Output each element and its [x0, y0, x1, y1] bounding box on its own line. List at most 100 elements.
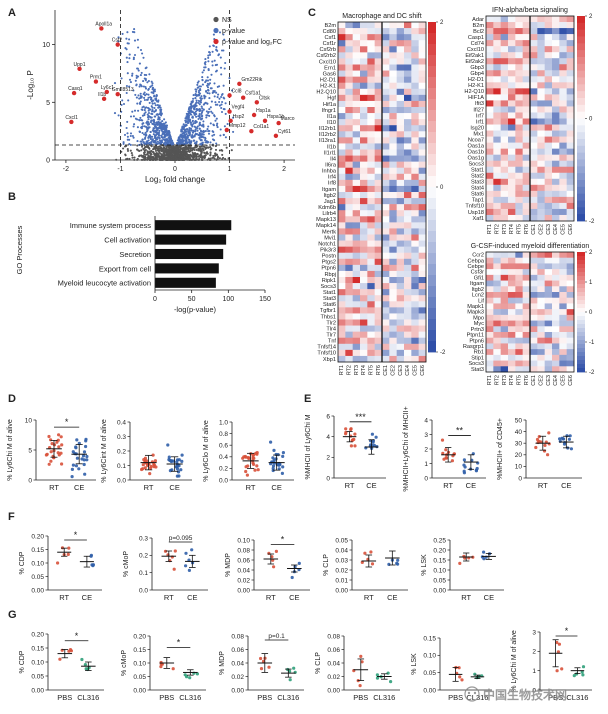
heatmap-cell [411, 235, 419, 241]
group-label: CE [74, 483, 84, 492]
volcano-point [144, 137, 146, 139]
heatmap-cell [501, 28, 509, 34]
heatmap-cell [567, 112, 575, 118]
volcano-point [215, 92, 217, 94]
heatmap-cell [389, 192, 397, 198]
heatmap-cell [397, 228, 405, 234]
volcano-point [203, 108, 205, 110]
volcano-point [216, 123, 218, 125]
volcano-point [133, 28, 135, 30]
heatmap-cell [419, 210, 427, 216]
volcano-point [145, 132, 147, 134]
volcano-point [220, 96, 222, 98]
gene-label: Cst2 [112, 38, 123, 44]
volcano-point [160, 109, 162, 111]
heatmap-cell [486, 321, 494, 327]
volcano-point [160, 140, 162, 142]
heatmap-cell [545, 137, 553, 143]
volcano-point [225, 102, 227, 104]
volcano-point [196, 100, 198, 102]
heatmap-cell [338, 101, 346, 107]
volcano-point [212, 124, 214, 126]
volcano-point [219, 149, 221, 151]
heatmap-cell [419, 192, 427, 198]
volcano-plot: -2 -1 0 1 20510Log₂ fold change-Log₁₀ PApoll… [26, 10, 295, 184]
heatmap-cell [404, 77, 412, 83]
volcano-point [193, 112, 195, 114]
heatmap-cell [367, 198, 375, 204]
group-label: CE [484, 593, 494, 602]
volcano-point [142, 80, 144, 82]
heatmap-cell [501, 281, 509, 287]
heatmap-cell [486, 303, 494, 309]
heatmap-cell [537, 321, 545, 327]
heatmap-cell [515, 112, 523, 118]
heatmap-cell [559, 215, 567, 221]
heatmap-cell [367, 259, 375, 265]
volcano-point [169, 141, 171, 143]
heatmap-cell [501, 167, 509, 173]
heatmap-cell [353, 235, 361, 241]
y-tick-label: 0.04 [327, 660, 340, 667]
heatmap-cell [382, 301, 390, 307]
watermark-text: 中国生物技术网 [483, 687, 567, 702]
heatmap-cell [404, 259, 412, 265]
heatmap-cell [397, 356, 405, 362]
volcano-point [226, 147, 228, 149]
heatmap-col-label: CE3 [546, 375, 552, 386]
volcano-point [139, 117, 141, 119]
heatmap-cell [515, 173, 523, 179]
volcano-point [150, 113, 152, 115]
heatmap-cell [367, 52, 375, 58]
heatmap-cell [345, 283, 353, 289]
heatmap-cell [419, 228, 427, 234]
heatmap-cell [559, 209, 567, 215]
heatmap-cell [367, 307, 375, 313]
volcano-point [191, 130, 193, 132]
heatmap-cell [537, 286, 545, 292]
heatmap-cell [559, 258, 567, 264]
heatmap-col-label: RT1 [339, 365, 345, 375]
heatmap-cell [397, 162, 405, 168]
data-point [565, 434, 568, 437]
volcano-point [189, 130, 191, 132]
heatmap-cell [404, 22, 412, 28]
heatmap-cell [375, 65, 383, 71]
data-point [140, 468, 143, 471]
heatmap-cell [404, 204, 412, 210]
volcano-point [212, 64, 214, 66]
volcano-point [179, 152, 181, 154]
y-tick-label: 0.08 [327, 633, 340, 640]
volcano-point [158, 142, 160, 144]
heatmap-cell [559, 366, 567, 372]
heatmap-cell [486, 332, 494, 338]
heatmap-cell [493, 34, 501, 40]
heatmap-cell [545, 309, 553, 315]
colorbar-step [577, 312, 585, 316]
volcano-point [202, 124, 204, 126]
heatmap-cell [523, 252, 531, 258]
heatmap-cell [382, 101, 390, 107]
volcano-point [121, 104, 123, 106]
heatmap-cell [375, 295, 383, 301]
volcano-point [135, 80, 137, 82]
heatmap-cell [486, 58, 494, 64]
heatmap-cell [523, 112, 531, 118]
volcano-point [172, 155, 174, 157]
volcano-point [128, 139, 130, 141]
heatmap-cell [397, 344, 405, 350]
heatmap-col-label: CE4 [553, 224, 559, 235]
significance-label: * [75, 631, 79, 641]
heatmap-cell [419, 271, 427, 277]
volcano-point [221, 101, 223, 103]
heatmap-cell [486, 185, 494, 191]
heatmap-cell [508, 209, 516, 215]
y-tick-label: 0.15 [31, 645, 44, 652]
panel-f-plot-3: 0.000.020.040.060.080.10% MDPRT CE* [225, 535, 310, 603]
data-point [286, 668, 289, 671]
heatmap-cell [411, 259, 419, 265]
volcano-point [149, 157, 151, 159]
volcano-point [220, 104, 222, 106]
heatmap-cell [523, 119, 531, 125]
heatmap-cell [545, 326, 553, 332]
